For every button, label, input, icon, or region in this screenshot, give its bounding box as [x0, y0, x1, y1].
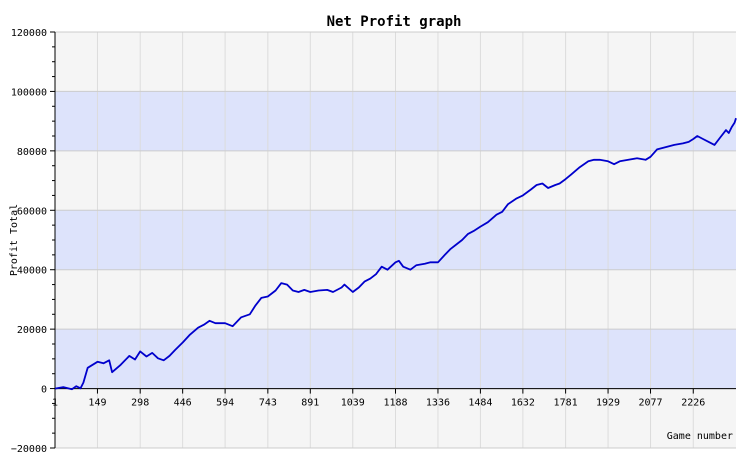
x-axis-ticks: 1 149 298 446 594 743 891 1039 1188 1336 1484 1632 1… — [52, 388, 705, 409]
x-tick-label: 1 — [52, 398, 58, 409]
y-tick-label: 0 — [41, 385, 47, 396]
y-axis-ticks: −20000 0 20000 40000 60000 80000 100000 120000 — [11, 28, 55, 453]
x-tick-label: 594 — [216, 398, 234, 409]
x-tick-label: 446 — [174, 398, 192, 409]
x-tick-label: 2077 — [638, 398, 662, 409]
x-tick-label: 891 — [301, 398, 319, 409]
x-tick-label: 2226 — [681, 398, 705, 409]
y-tick-label: 100000 — [11, 87, 47, 98]
y-tick-label: −20000 — [11, 444, 47, 453]
x-tick-label: 1632 — [511, 398, 535, 409]
y-tick-label: 120000 — [11, 28, 47, 39]
x-tick-label: 743 — [259, 398, 277, 409]
x-tick-label: 1929 — [596, 398, 620, 409]
x-tick-label: 1781 — [554, 398, 578, 409]
x-tick-label: 298 — [131, 398, 149, 409]
y-tick-label: 80000 — [17, 147, 47, 158]
x-tick-label: 1336 — [426, 398, 450, 409]
y-tick-label: 40000 — [17, 266, 47, 277]
x-tick-label: 1484 — [468, 398, 492, 409]
y-axis-title: Profit Total — [9, 204, 20, 276]
x-tick-label: 1039 — [341, 398, 365, 409]
x-tick-label: 149 — [88, 398, 106, 409]
y-tick-label: 20000 — [17, 325, 47, 336]
x-axis-title: Game number — [667, 431, 733, 442]
y-tick-label: 60000 — [17, 206, 47, 217]
chart-title: Net Profit graph — [327, 14, 462, 30]
x-tick-label: 1188 — [383, 398, 407, 409]
net-profit-line — [54, 117, 737, 391]
